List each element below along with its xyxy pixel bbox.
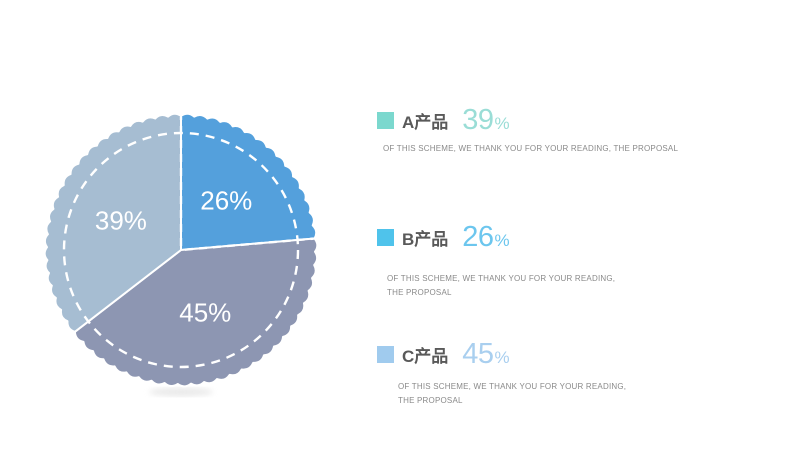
- legend-description: OF THIS SCHEME, WE THANK YOU FOR YOUR RE…: [383, 144, 679, 153]
- legend-color-chip: [377, 111, 394, 129]
- pie-chart: 26% 45% 39%: [31, 96, 331, 410]
- legend-item-c: C产品 45 % OF THIS SCHEME, WE THANK YOU FO…: [377, 339, 643, 408]
- legend-label: C产品: [402, 346, 449, 366]
- legend-color-chip: [377, 345, 394, 363]
- pie-slice-2: [43, 112, 182, 333]
- pie-slice-label-2: 39%: [95, 205, 147, 235]
- legend-header: C产品 45 %: [377, 339, 643, 369]
- pie-dashed-radius: [184, 237, 314, 251]
- legend-value: 39 %: [462, 103, 510, 136]
- pie-slice-label-1: 45%: [179, 297, 231, 327]
- legend-value: 45 %: [462, 337, 510, 370]
- pie-slice-label-0: 26%: [200, 186, 252, 216]
- pie-slice-0: [180, 112, 318, 251]
- pie-chart-svg: 26% 45% 39%: [43, 112, 319, 397]
- legend-item-b: B产品 26 % OF THIS SCHEME, WE THANK YOU FO…: [377, 222, 632, 300]
- legend-description: OF THIS SCHEME, WE THANK YOU FOR YOUR RE…: [387, 274, 616, 297]
- legend-value: 26 %: [462, 220, 510, 253]
- legend-header: B产品 26 %: [377, 222, 632, 252]
- legend-label: B产品: [402, 229, 449, 249]
- legend-header: A产品 39 %: [377, 105, 678, 135]
- legend-color-chip: [377, 228, 394, 246]
- legend-item-a: A产品 39 % OF THIS SCHEME, WE THANK YOU FO…: [377, 105, 678, 156]
- legend-description: OF THIS SCHEME, WE THANK YOU FOR YOUR RE…: [398, 382, 627, 405]
- pie-slice-1: [73, 237, 319, 388]
- legend-label: A产品: [402, 112, 449, 132]
- pie-shadow: [149, 387, 213, 397]
